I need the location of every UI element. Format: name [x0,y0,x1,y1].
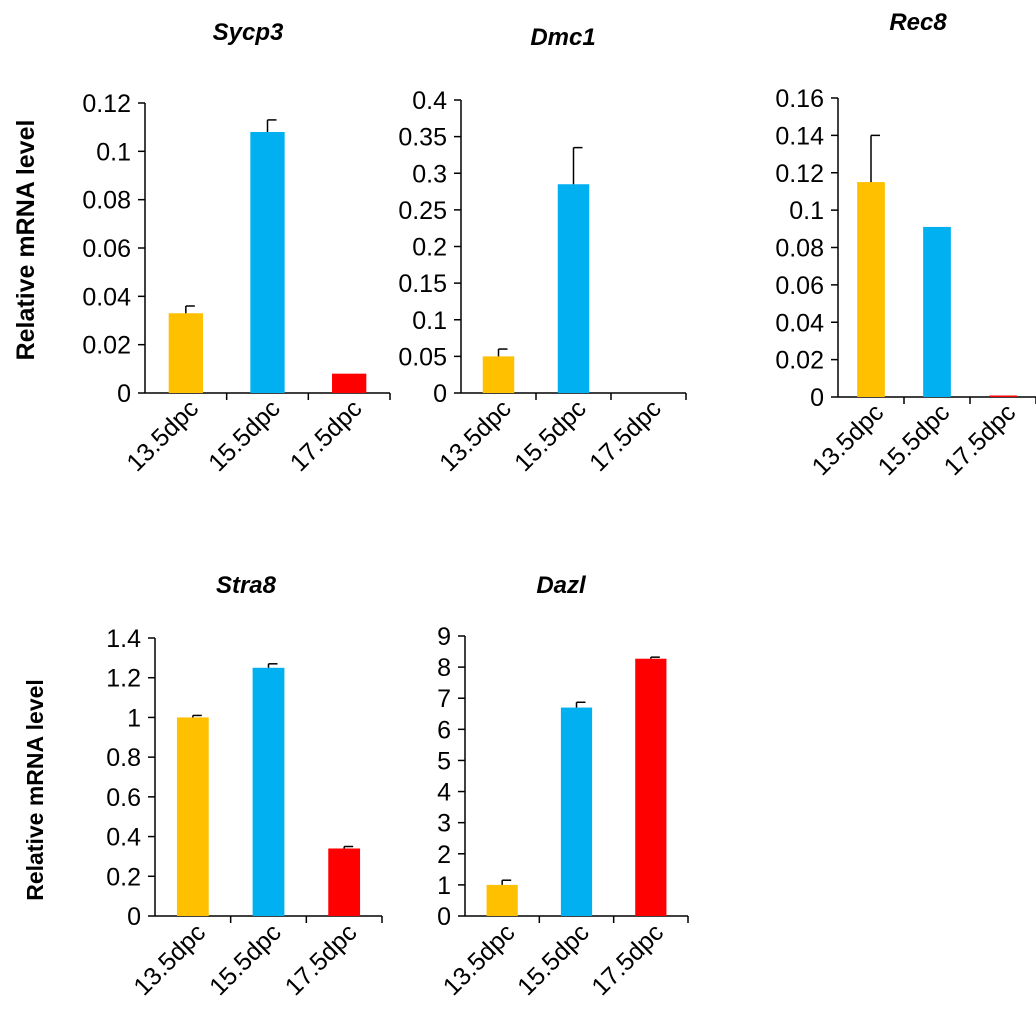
chart-title: Rec8 [889,9,947,36]
bar-17-5dpc [328,848,361,916]
bar-17-5dpc [989,395,1017,397]
y-tick-label: 0.16 [775,85,824,113]
y-tick-label: 4 [437,779,451,807]
y-tick-label: 0.2 [412,234,447,262]
y-tick-label: 6 [437,716,451,744]
y-tick-label: 0.2 [106,863,141,891]
y-tick-label: 0.08 [775,235,824,263]
y-tick-label: 0.1 [412,307,447,335]
x-tick-label: 15.5dpc [873,398,956,481]
y-tick-label: 3 [437,810,451,838]
x-tick-label: 17.5dpc [280,918,363,1001]
bar-17-5dpc [635,658,667,916]
y-tick-label: 0 [117,380,131,408]
x-tick-label: 13.5dpc [121,394,204,477]
bar-13-5dpc [168,313,203,393]
y-tick-label: 0.6 [106,784,141,812]
bar-15-5dpc [923,226,951,397]
x-tick-label: 15.5dpc [509,394,592,477]
y-tick-label: 0.12 [775,160,824,188]
x-tick-label: 17.5dpc [586,918,669,1001]
chart-rec8: Rec800.020.040.060.080.10.120.140.1613.5… [775,9,1036,481]
bar-13-5dpc [176,717,209,916]
bar-13-5dpc [486,884,518,916]
y-axis-label: Relative mRNA level [12,120,40,361]
y-axis-label: Relative mRNA level [22,679,48,901]
x-tick-label: 17.5dpc [939,398,1022,481]
chart-title: Dmc1 [530,24,595,51]
y-tick-label: 0.1 [789,197,824,225]
y-tick-label: 1.4 [106,625,141,653]
y-tick-label: 0.8 [106,744,141,772]
chart-stra8: Stra8 Relative mRNA level 0 0.2 0.4 0.6 0.8 1 1.… [22,572,383,1001]
bar-15-5dpc [557,184,590,393]
y-tick-label: 7 [437,685,451,713]
bar-17-5dpc [332,373,367,393]
y-tick-label: 0.06 [82,235,131,263]
chart-title: Stra8 [216,572,277,599]
x-tick-label: 17.5dpc [584,394,667,477]
y-tick-label: 0.12 [82,90,131,118]
y-tick-label: 0.4 [412,87,447,115]
y-tick-label: 1.2 [106,665,141,693]
y-tick-label: 5 [437,747,451,775]
y-tick-label: 0.08 [82,187,131,215]
x-tick-label: 15.5dpc [512,918,595,1001]
y-tick-label: 0.02 [82,332,131,360]
y-tick-label: 1 [127,704,141,732]
bar-15-5dpc [252,667,285,916]
y-tick-label: 0.04 [82,283,131,311]
bar-13-5dpc [857,182,885,397]
y-tick-label: 0.3 [412,160,447,188]
y-tick-label: 0.04 [775,309,824,337]
x-tick-label: 15.5dpc [203,394,286,477]
y-tick-label: 0.15 [398,270,447,298]
y-tick-label: 0 [127,903,141,931]
y-tick-label: 0 [433,380,447,408]
y-tick-label: 0.1 [96,138,131,166]
y-tick-label: 0.35 [398,124,447,152]
y-tick-label: 8 [437,654,451,682]
chart-title: Dazl [536,572,587,599]
y-tick-label: 9 [437,623,451,651]
bar-13-5dpc [482,356,515,393]
y-tick-label: 1 [437,872,451,900]
y-tick-label: 0.25 [398,197,447,225]
y-tick-label: 0 [810,384,824,412]
y-tick-label: 2 [437,841,451,869]
x-tick-label: 17.5dpc [285,394,368,477]
y-tick-label: 0.4 [106,824,141,852]
chart-title: Sycp3 [213,19,284,46]
x-tick-label: 15.5dpc [204,918,287,1001]
chart-sycp3: Sycp3 Relative mRNA level 0 0.02 0.04 0.06 0.0… [12,19,391,477]
y-tick-label: 0.14 [775,122,824,150]
y-tick-label: 0.05 [398,343,447,371]
chart-dmc1: Dmc100.050.10.150.20.250.30.350.413.5dpc… [398,24,687,477]
bar-15-5dpc [560,707,593,916]
bar-15-5dpc [250,132,285,393]
y-tick-label: 0.02 [775,347,824,375]
y-tick-label: 0.06 [775,272,824,300]
y-tick-label: 0 [437,903,451,931]
